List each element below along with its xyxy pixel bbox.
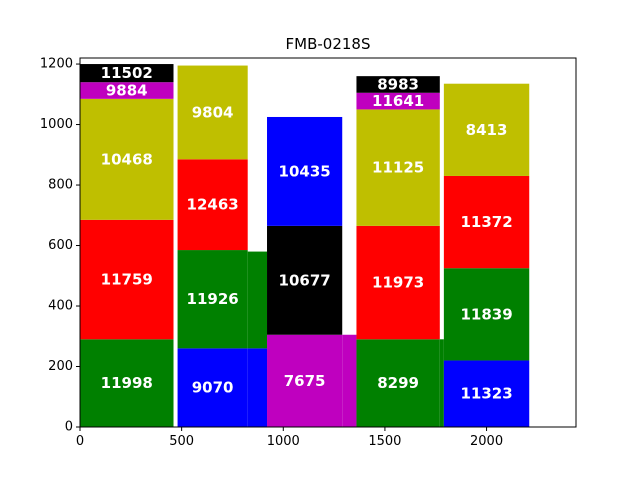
- bar-segment: [177, 250, 248, 349]
- bar-label: 9804: [192, 103, 234, 121]
- bar-segment: [177, 348, 248, 427]
- bar-label: 11372: [460, 213, 512, 231]
- bar-label: 11759: [101, 271, 153, 289]
- bar-segment: [80, 82, 174, 99]
- x-tick-label: 1500: [368, 434, 401, 449]
- bar-label: 12463: [187, 196, 239, 214]
- bar-label: 11641: [372, 92, 424, 110]
- x-tick-label: 1000: [267, 434, 300, 449]
- chart-title: FMB-0218S: [286, 35, 371, 53]
- bar-segment: [439, 339, 444, 427]
- bar-label: 8413: [466, 121, 508, 139]
- y-tick-label: 1200: [40, 57, 73, 72]
- bar-label: 10468: [101, 150, 153, 168]
- y-tick-label: 0: [65, 420, 73, 435]
- bar-segment: [356, 92, 440, 110]
- bar-segment: [267, 225, 343, 335]
- bar-label: 7675: [284, 372, 326, 390]
- bar-segment: [443, 360, 530, 427]
- bar-label: 8983: [377, 75, 419, 93]
- bar-label: 9070: [192, 379, 234, 397]
- plot-frame: [79, 57, 577, 428]
- bar-segment: [267, 334, 343, 427]
- bar-segment: [443, 268, 530, 361]
- bar-label: 8299: [377, 374, 419, 392]
- y-tick-label: 600: [48, 238, 73, 253]
- bar-segment: [356, 339, 440, 427]
- bar-label: 10435: [279, 162, 331, 180]
- y-tick-label: 400: [48, 299, 73, 314]
- bar-label: 11998: [101, 374, 153, 392]
- bar-label: 11839: [460, 305, 512, 323]
- bar-segment: [356, 225, 440, 340]
- x-axis: 0 500 1000 1500 2000: [76, 427, 503, 449]
- bar-segment: [247, 348, 268, 427]
- x-tick-label: 2000: [470, 434, 503, 449]
- bar-segment: [267, 116, 343, 226]
- bar-segment: [80, 219, 174, 340]
- bar-segment: [177, 65, 248, 160]
- bar-segment: [356, 109, 440, 226]
- bar-segment: [177, 159, 248, 251]
- y-tick-label: 800: [48, 178, 73, 193]
- bar-segment: [80, 64, 174, 83]
- bar-segment: [342, 334, 357, 427]
- bar-label: 11926: [187, 290, 239, 308]
- y-tick-label: 1000: [40, 117, 73, 132]
- bars: [80, 64, 530, 427]
- bar-segment: [443, 175, 530, 269]
- x-tick-label: 500: [169, 434, 194, 449]
- bar-label: 10677: [279, 271, 331, 289]
- x-tick-label: 0: [76, 434, 84, 449]
- bar-label: 11323: [460, 385, 512, 403]
- bar-segment: [80, 339, 174, 427]
- y-axis: 0 200 400 600 800 1000 1200: [40, 57, 80, 435]
- bar-label: 11973: [372, 274, 424, 292]
- bar-label: 9884: [106, 82, 148, 100]
- bar-segment: [80, 98, 174, 220]
- bar-segment: [443, 83, 530, 176]
- y-tick-label: 200: [48, 359, 73, 374]
- bar-label: 11502: [101, 64, 153, 82]
- bar-segment: [247, 251, 268, 349]
- bar-segment: [356, 76, 440, 93]
- bar-label: 11125: [372, 159, 424, 177]
